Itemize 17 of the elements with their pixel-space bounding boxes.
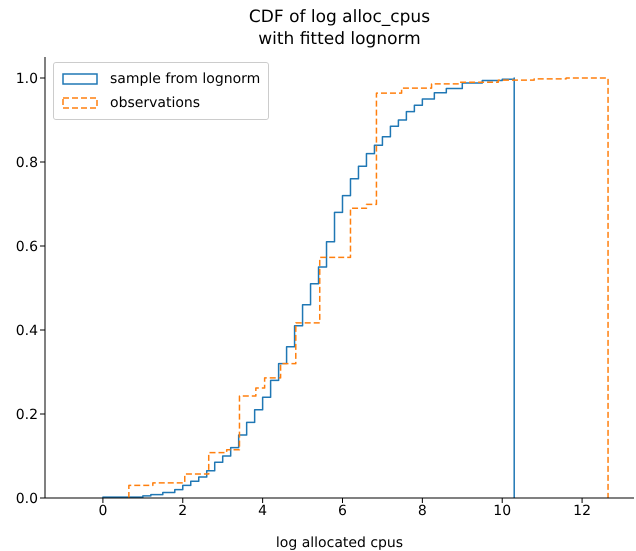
x-tick-label: 2	[178, 502, 188, 519]
x-axis-title: log allocated cpus	[276, 535, 404, 551]
y-tick-label: 0.6	[16, 238, 38, 255]
x-tick-label: 10	[493, 502, 512, 519]
y-tick-label: 0.4	[16, 322, 38, 339]
x-tick-label: 0	[98, 502, 108, 519]
y-tick-label: 0.2	[16, 406, 38, 423]
y-tick-label: 0.8	[16, 154, 38, 171]
x-tick-label: 8	[418, 502, 427, 519]
legend-label: sample from lognorm	[110, 71, 260, 87]
y-tick-label: 0.0	[16, 490, 38, 507]
x-tick-label: 12	[573, 502, 591, 519]
x-tick-label: 4	[258, 502, 268, 519]
legend-label: observations	[110, 95, 200, 111]
chart-title: CDF of log alloc_cpus with fitted lognorm	[248, 6, 432, 50]
y-tick-label: 1.0	[16, 70, 38, 87]
x-tick-label: 6	[338, 502, 348, 519]
